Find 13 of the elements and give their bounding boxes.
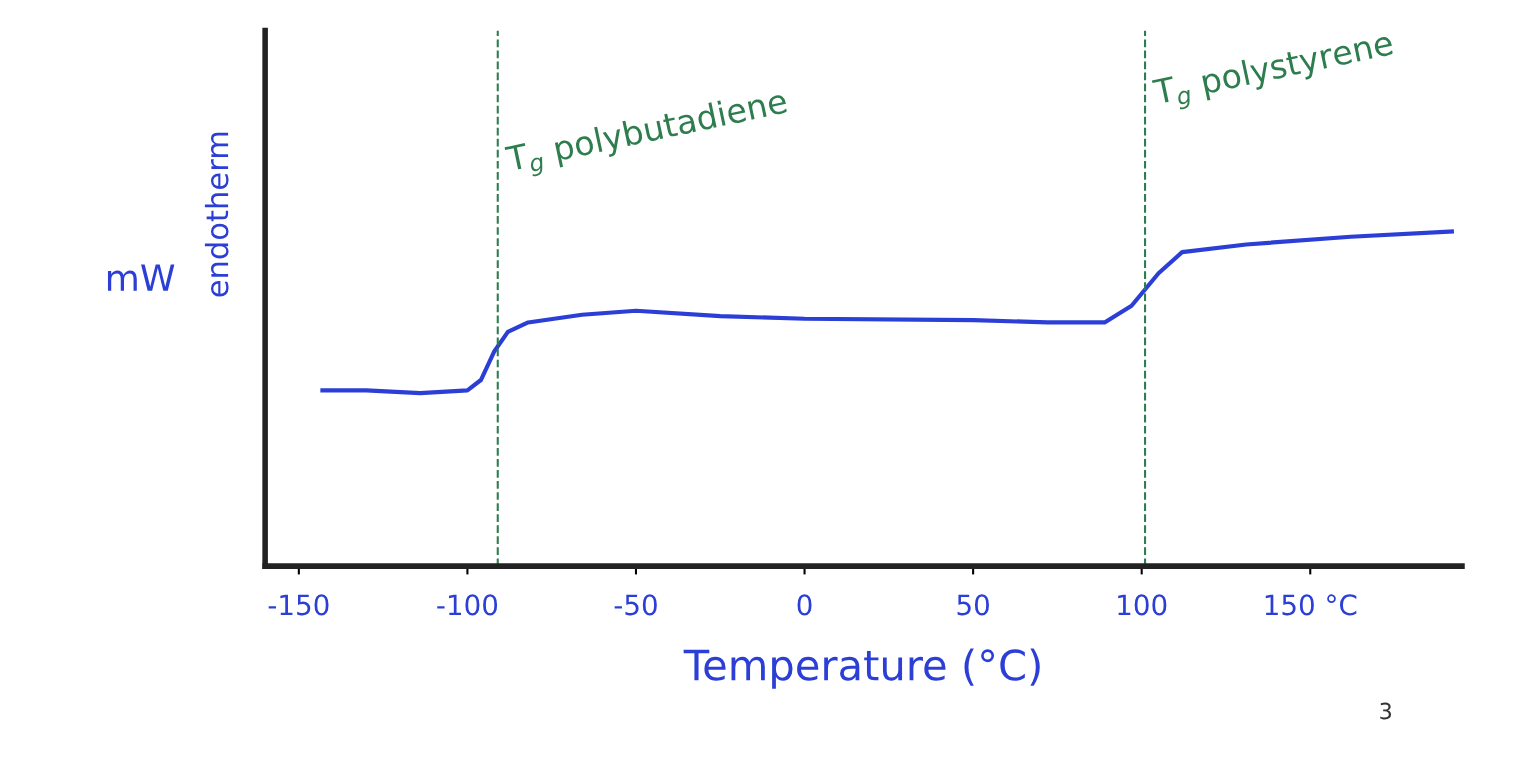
x-axis-title: Temperature (°C)	[683, 648, 1040, 689]
ref-line-label: T$_{g}$ polybutadiene	[504, 87, 790, 182]
x-tick-label: -150	[268, 594, 329, 616]
x-tick-label: 150 °C	[1265, 594, 1357, 616]
text: 3	[1380, 702, 1392, 720]
y-axis-title: mW	[107, 264, 175, 291]
x-tick-label: -100	[437, 594, 498, 616]
x-tick-label: 50	[957, 594, 989, 616]
x-tick-label: 100	[1118, 594, 1167, 616]
ref-line-label: T$_{g}$ polystyrene	[1151, 29, 1396, 115]
x-tick-label: -50	[614, 594, 657, 616]
x-tick-label: 0	[797, 594, 812, 616]
text: endotherm	[204, 132, 229, 297]
